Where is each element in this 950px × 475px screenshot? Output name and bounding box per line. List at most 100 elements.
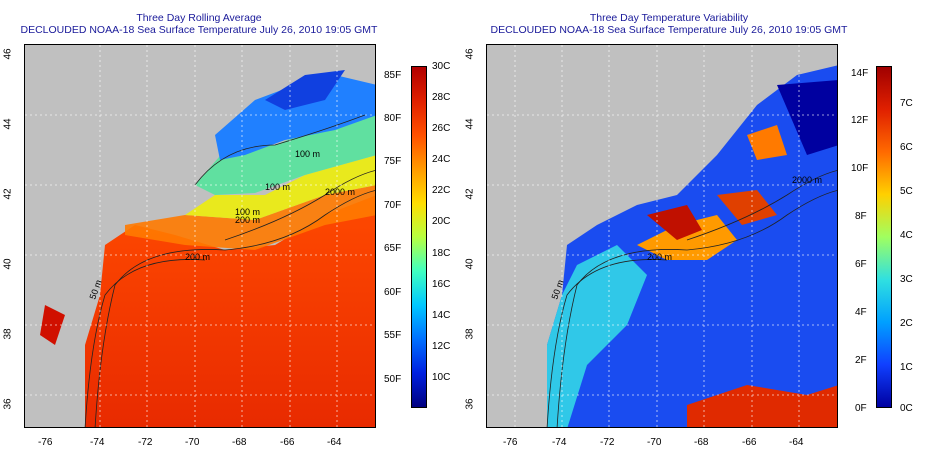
right-cbar-f-2: 2F	[855, 355, 867, 366]
shelf-cyan	[547, 245, 647, 427]
left-lat-46: 46	[2, 48, 14, 60]
right-lon-66: -66	[742, 437, 757, 448]
right-lat-38: 38	[464, 328, 476, 340]
left-lon-66: -66	[280, 437, 295, 448]
left-cbar-c-24: 24C	[432, 154, 451, 165]
right-colorbar	[876, 66, 892, 408]
right-cbar-c-2: 2C	[900, 318, 913, 329]
right-cbar-f-0: 0F	[855, 403, 867, 414]
isobath-100m	[194, 114, 366, 186]
left-title-line1: Three Day Rolling Average	[136, 12, 262, 24]
left-cbar-f-75: 75F	[384, 156, 402, 167]
gulf-of-maine-cool	[215, 75, 375, 160]
gulf-orange	[747, 125, 787, 160]
contour-label-1: 100 m	[295, 149, 320, 159]
left-cbar-c-12: 12C	[432, 341, 451, 352]
left-title-line2: DECLOUDED NOAA-18 Sea Surface Temperatur…	[20, 24, 378, 36]
chesapeake-bay	[40, 305, 65, 345]
right-lat-46: 46	[464, 48, 476, 60]
left-cbar-c-10: 10C	[432, 372, 451, 383]
right-cbar-f-14: 14F	[851, 68, 869, 79]
contour-label-3: 100 m	[265, 182, 290, 192]
warm-water-region	[85, 195, 375, 427]
right-lat-40: 40	[464, 258, 476, 270]
right-cbar-c-6: 6C	[900, 142, 913, 153]
right-cbar-c-3: 3C	[900, 274, 913, 285]
left-sst-map: 100 m 2000 m 100 m 200 m 200 m 50 m 100 …	[24, 44, 376, 428]
left-lat-42: 42	[2, 188, 14, 200]
isobath-2000m	[224, 170, 375, 241]
front-orange	[637, 215, 737, 260]
right-title-line1: Three Day Temperature Variability	[589, 12, 749, 24]
left-cbar-c-20: 20C	[432, 216, 451, 227]
left-cbar-c-30: 30C	[432, 61, 451, 72]
left-lon-76: -76	[38, 437, 53, 448]
right-cbar-c-0: 0C	[900, 403, 913, 414]
right-lat-44: 44	[464, 118, 476, 130]
coast-land	[487, 245, 547, 427]
right-lon-64: -64	[789, 437, 804, 448]
right-cbar-f-6: 6F	[855, 259, 867, 270]
cold-core	[265, 70, 345, 110]
deep-blue-ne	[777, 80, 837, 155]
left-cbar-c-16: 16C	[432, 279, 451, 290]
isobath-200m	[556, 190, 837, 427]
front-red	[647, 205, 702, 240]
right-cbar-c-7: 7C	[900, 98, 913, 109]
contour-label-200m: 200 m	[647, 252, 672, 262]
right-cbar-f-8: 8F	[855, 211, 867, 222]
isobath-50m	[546, 259, 668, 427]
right-cbar-f-10: 10F	[851, 163, 869, 174]
left-cbar-c-14: 14C	[432, 310, 451, 321]
contour-label-2000m: 2000 m	[792, 175, 822, 185]
right-lon-76: -76	[503, 437, 518, 448]
right-lat-42: 42	[464, 188, 476, 200]
graticule	[25, 45, 375, 427]
contour-label-4: 200 m	[185, 252, 210, 262]
left-lon-64: -64	[327, 437, 342, 448]
isobath-2000m	[686, 170, 837, 241]
contour-label-2: 2000 m	[325, 187, 355, 197]
left-cbar-f-80: 80F	[384, 113, 402, 124]
isobath-50m	[84, 259, 206, 427]
right-cbar-f-12: 12F	[851, 115, 869, 126]
left-colorbar	[411, 66, 427, 408]
right-lon-72: -72	[600, 437, 615, 448]
hotspot-red	[717, 190, 777, 225]
left-lon-74: -74	[90, 437, 105, 448]
left-cbar-f-70: 70F	[384, 200, 402, 211]
right-lon-70: -70	[647, 437, 662, 448]
left-cbar-f-85: 85F	[384, 70, 402, 81]
right-lon-74: -74	[552, 437, 567, 448]
left-lon-70: -70	[185, 437, 200, 448]
right-variability-map: 2000 m 200 m 50 m	[486, 44, 838, 428]
yellow-front	[185, 155, 375, 220]
left-cbar-f-55: 55F	[384, 330, 402, 341]
left-cbar-c-26: 26C	[432, 123, 451, 134]
left-lat-44: 44	[2, 118, 14, 130]
left-cbar-f-50: 50F	[384, 374, 402, 385]
right-cbar-f-4: 4F	[855, 307, 867, 318]
right-cbar-c-4: 4C	[900, 230, 913, 241]
isobath-200m	[94, 190, 375, 427]
south-red	[687, 385, 837, 427]
front-band	[125, 185, 375, 250]
left-cbar-c-22: 22C	[432, 185, 451, 196]
right-cbar-c-5: 5C	[900, 186, 913, 197]
left-cbar-f-60: 60F	[384, 287, 402, 298]
right-lon-68: -68	[694, 437, 709, 448]
left-cbar-c-28: 28C	[432, 92, 451, 103]
right-lat-36: 36	[464, 398, 476, 410]
left-lon-72: -72	[138, 437, 153, 448]
right-map-svg: 2000 m 200 m 50 m	[487, 45, 837, 427]
left-lat-38: 38	[2, 328, 14, 340]
contour-label-7: 100 m	[235, 207, 260, 217]
left-lat-36: 36	[2, 398, 14, 410]
left-lat-40: 40	[2, 258, 14, 270]
left-cbar-f-65: 65F	[384, 243, 402, 254]
left-map-svg: 100 m 2000 m 100 m 200 m 200 m 50 m 100 …	[25, 45, 375, 427]
contour-label-5: 200 m	[235, 215, 260, 225]
right-cbar-c-1: 1C	[900, 362, 913, 373]
graticule	[487, 45, 837, 427]
left-cbar-c-18: 18C	[432, 248, 451, 259]
